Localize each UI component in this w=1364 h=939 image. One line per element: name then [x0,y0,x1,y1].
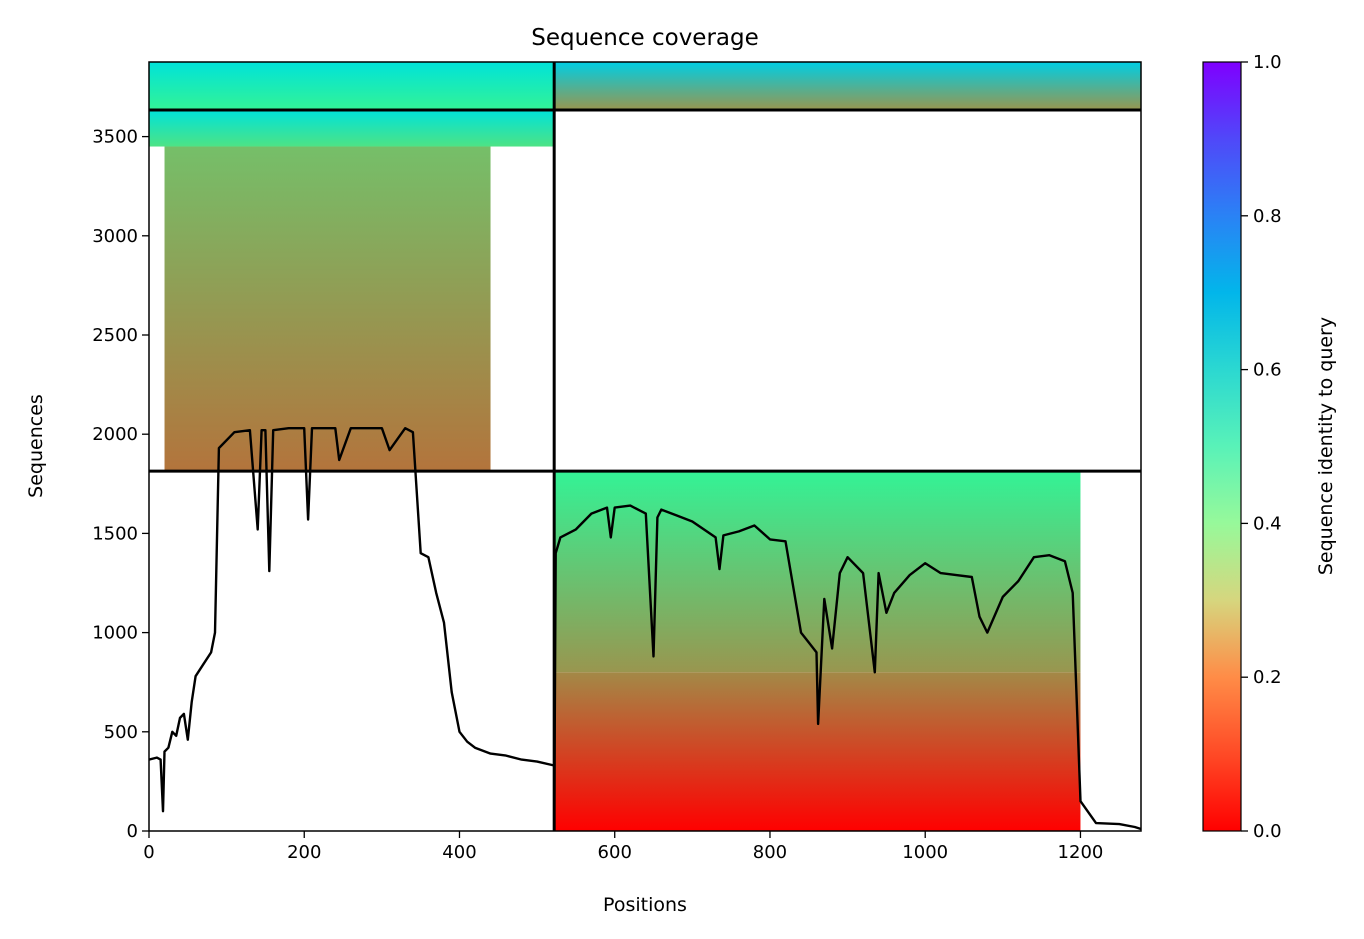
coverage-line [149,427,1141,831]
coverage-block [554,62,1141,111]
coverage-blocks [149,62,1141,831]
colorbar-axis: 0.0 0.2 0.4 0.6 0.8 1.0 [1241,52,1282,842]
x-tick-label: 800 [753,842,787,863]
y-tick-label: 2000 [92,424,138,445]
x-tick-label: 200 [287,842,321,863]
x-tick-label: 1000 [902,842,948,863]
colorbar-tick-label: 1.0 [1253,52,1282,73]
y-tick-label: 3000 [92,226,138,247]
coverage-block [149,62,555,111]
colorbar-tick-label: 0.8 [1253,206,1282,227]
y-tick-label: 1000 [92,623,138,644]
x-axis: 0 200 400 600 800 1000 1200 [143,831,1103,863]
y-tick-label: 500 [104,722,138,743]
x-tick-label: 1200 [1058,842,1104,863]
coverage-block [149,110,555,147]
y-axis: 0 500 1000 1500 2000 2500 3000 3500 [92,127,149,842]
y-tick-label: 1500 [92,523,138,544]
colorbar-tick-label: 0.0 [1253,821,1282,842]
y-tick-label: 3500 [92,127,138,148]
y-axis-label: Sequences [25,394,47,498]
colorbar-tick-label: 0.4 [1253,513,1282,534]
x-axis-label: Positions [603,894,687,916]
x-tick-label: 600 [598,842,632,863]
coverage-block [554,471,1081,673]
x-tick-label: 400 [442,842,476,863]
colorbar-label: Sequence identity to query [1315,317,1337,575]
plot-frame [148,61,1142,832]
colorbar [1202,61,1242,832]
x-tick-label: 0 [143,842,154,863]
y-tick-label: 2500 [92,325,138,346]
coverage-line-group [149,427,1141,831]
chart-title: Sequence coverage [531,25,759,51]
coverage-block [164,146,491,472]
colorbar-tick-label: 0.2 [1253,667,1282,688]
colorbar-tick-label: 0.6 [1253,360,1282,381]
y-tick-label: 0 [127,821,138,842]
